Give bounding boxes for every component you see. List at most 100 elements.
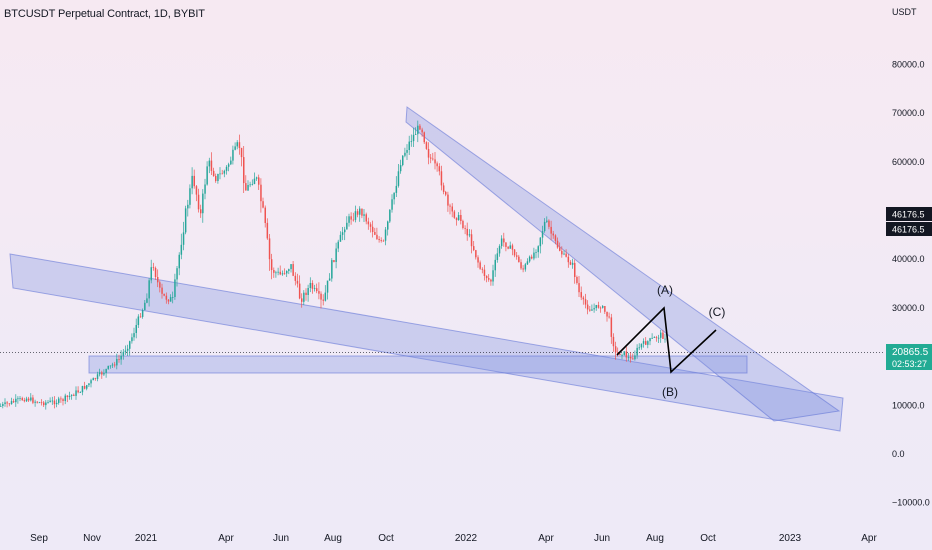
- candle-body: [541, 231, 544, 238]
- lower-channel[interactable]: [9, 253, 844, 432]
- candle-body: [318, 291, 320, 294]
- candle-body: [597, 305, 600, 308]
- candle-body: [47, 402, 49, 403]
- candle-body: [645, 341, 647, 345]
- candle-body: [92, 378, 94, 381]
- y-tick-label: −10000.0: [892, 498, 930, 508]
- candle-body: [438, 166, 441, 172]
- candle-body: [371, 226, 374, 232]
- candle-body: [51, 400, 54, 402]
- candle-body: [565, 253, 567, 257]
- x-tick-label: Apr: [218, 533, 234, 544]
- candle-body: [103, 372, 105, 375]
- candle-body: [496, 253, 499, 260]
- candle-body: [62, 399, 64, 401]
- candle-body: [27, 398, 30, 401]
- support-zone[interactable]: [88, 355, 748, 374]
- candle-body: [537, 246, 539, 253]
- candle-body: [210, 160, 213, 171]
- candle-body: [378, 239, 380, 240]
- candle-body: [333, 260, 335, 263]
- candle-body: [490, 279, 492, 282]
- candle-body: [277, 271, 279, 273]
- candle-body: [152, 267, 155, 268]
- candle-body: [107, 365, 109, 369]
- candle-body: [167, 299, 170, 302]
- candle-body: [531, 256, 533, 259]
- candle-body: [535, 252, 537, 253]
- candle-body: [105, 369, 107, 373]
- y-tick-label: 10000.0: [892, 400, 925, 410]
- candle-body: [122, 351, 125, 356]
- candle-body: [264, 207, 266, 223]
- candle-body: [584, 299, 587, 305]
- time-axis[interactable]: Sep Nov 2021 Apr Jun Aug Oct 2022 Apr Jun Aug Oct 20…: [30, 533, 877, 544]
- candle-body: [98, 372, 101, 375]
- candle-body: [612, 336, 615, 347]
- candle-body: [387, 221, 389, 230]
- candle-body: [38, 402, 41, 404]
- candle-body: [303, 292, 305, 302]
- candle-body: [189, 188, 191, 205]
- candle-body: [582, 297, 585, 300]
- candle-body: [124, 350, 127, 352]
- candle-body: [464, 228, 466, 229]
- candle-body: [157, 277, 159, 283]
- candle-body: [414, 134, 417, 135]
- candle-body: [509, 245, 511, 249]
- candle-body: [116, 359, 118, 366]
- last-price-badge: 20865.502:53:27: [886, 344, 932, 370]
- candle-body: [70, 394, 73, 396]
- candle-body: [32, 397, 34, 403]
- candle-body: [457, 215, 460, 221]
- candle-body: [412, 134, 415, 142]
- candle-body: [279, 271, 281, 275]
- candle-body: [193, 175, 195, 187]
- candle-body: [393, 192, 395, 200]
- chart-title: BTCUSDT Perpetual Contract, 1D, BYBIT: [4, 8, 205, 20]
- candle-body: [449, 205, 451, 207]
- candle-body: [290, 264, 292, 270]
- candle-body: [21, 398, 23, 401]
- candle-body: [363, 214, 365, 216]
- candle-body: [432, 158, 434, 160]
- candle-body: [348, 216, 350, 223]
- candle-body: [307, 288, 309, 295]
- candle-body: [561, 250, 563, 255]
- svg-text:46176.5: 46176.5: [892, 210, 925, 220]
- candle-body: [434, 159, 436, 164]
- candle-body: [15, 398, 17, 403]
- candle-body: [19, 398, 21, 399]
- candle-body: [217, 174, 219, 181]
- candle-body: [647, 341, 649, 345]
- wave-drawing: (A) (B) (C): [616, 283, 725, 399]
- candle-body: [249, 184, 251, 186]
- candle-body: [634, 355, 636, 360]
- candle-body: [608, 316, 610, 318]
- candle-body: [591, 309, 593, 311]
- price-axis[interactable]: USDT 80000.0 70000.0 60000.0 40000.0 30000.0 1…: [886, 7, 932, 508]
- x-tick-label: 2022: [455, 533, 478, 544]
- x-tick-label: Apr: [861, 533, 877, 544]
- candle-body: [500, 238, 503, 247]
- channel-drawings: [0, 106, 885, 432]
- candle-body: [49, 400, 51, 402]
- candle-body: [384, 229, 387, 241]
- candle-body: [36, 401, 38, 403]
- candle-body: [451, 206, 453, 212]
- candle-body: [45, 402, 47, 406]
- candle-body: [96, 374, 99, 379]
- upper-channel[interactable]: [405, 106, 841, 422]
- candle-body: [571, 262, 574, 265]
- candle-body: [144, 302, 146, 311]
- candle-body: [466, 228, 468, 236]
- candle-body: [66, 395, 69, 397]
- candle-body: [425, 142, 428, 149]
- candle-body: [399, 165, 402, 172]
- candle-body: [163, 293, 165, 296]
- candle-body: [516, 255, 518, 257]
- abc-wave-line[interactable]: [616, 306, 717, 374]
- candle-body: [410, 141, 413, 142]
- candle-body: [632, 358, 634, 360]
